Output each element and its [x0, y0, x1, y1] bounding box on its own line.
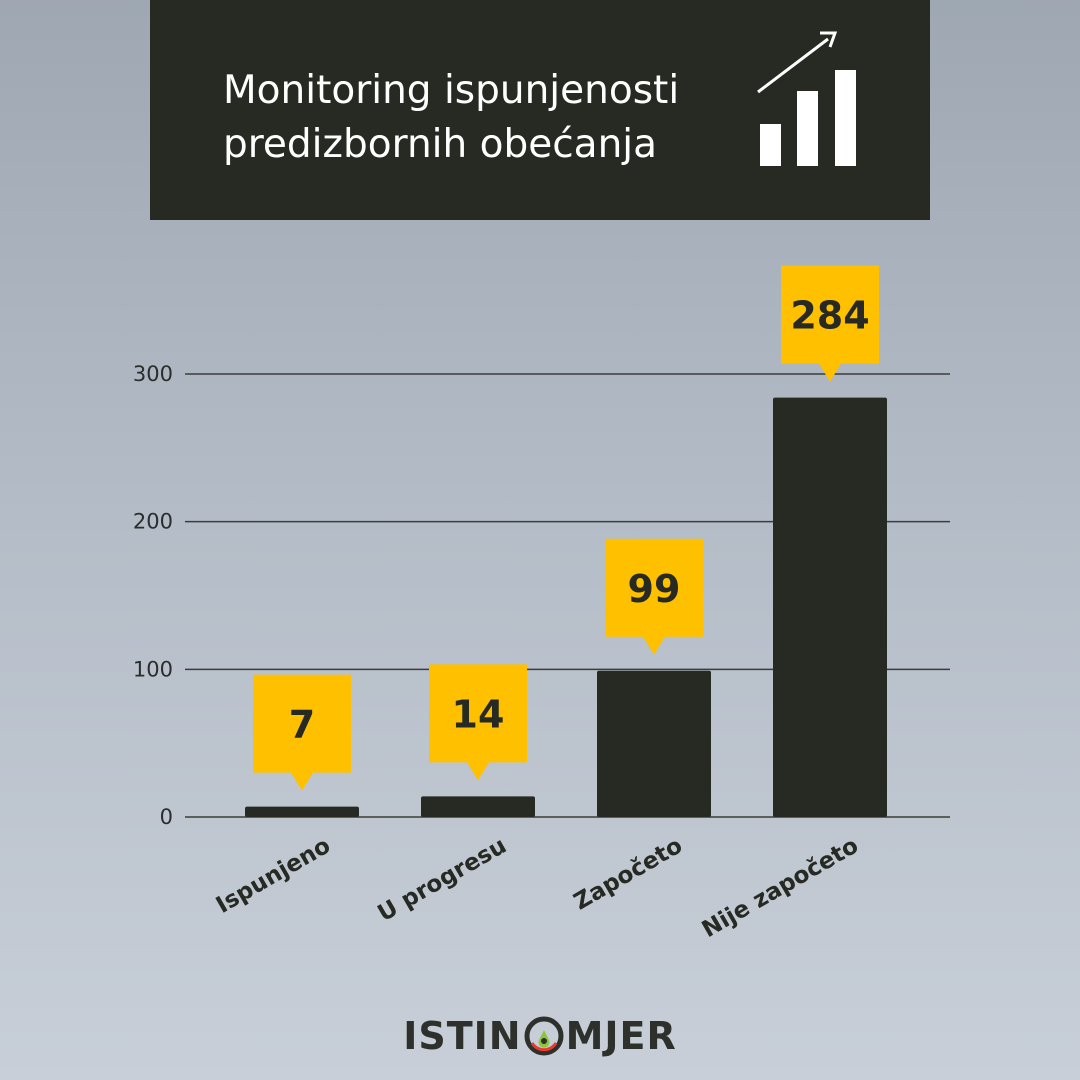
- logo-text-left: ISTIN: [403, 1014, 522, 1058]
- value-callout-4: 284: [781, 265, 879, 382]
- gauge-o-icon: [524, 1016, 564, 1056]
- callout-box-1: [253, 674, 351, 791]
- category-label-3: Započeto: [570, 833, 687, 916]
- value-label-2: 14: [452, 692, 505, 736]
- y-tick-label-100: 100: [133, 657, 173, 681]
- brand-logo: ISTIN MJER: [0, 1012, 1080, 1060]
- y-tick-label-0: 0: [160, 805, 173, 829]
- category-label-2: U progresu: [373, 833, 511, 927]
- category-label-4: Nije započeto: [698, 833, 863, 943]
- value-callout-3: 99: [605, 538, 703, 655]
- x-axis-categories: Ispunjeno U progresu Započeto Nije započeto: [212, 833, 863, 943]
- value-callout-2: 14: [429, 664, 527, 781]
- bar-chart: 0 100 200 300 7 14 99 284 Ispunjeno U progresu Z…: [133, 265, 950, 943]
- title-line-1: Monitoring ispunjenosti: [223, 68, 680, 113]
- value-callouts: 7 14 99 284: [253, 265, 879, 791]
- logo-text-right: MJER: [565, 1014, 677, 1058]
- value-label-4: 284: [790, 294, 869, 338]
- page-title: Monitoring ispunjenosti predizbornih obe…: [223, 64, 743, 172]
- value-callout-1: 7: [253, 674, 351, 791]
- callout-box-3: [605, 538, 703, 655]
- y-tick-label-200: 200: [133, 510, 173, 534]
- bar-1: [245, 806, 359, 817]
- bar-4: [773, 397, 887, 817]
- title-line-2: predizbornih obećanja: [223, 122, 658, 167]
- category-label-1: Ispunjeno: [212, 833, 335, 919]
- bar-2: [421, 796, 535, 817]
- y-axis-ticks: 0 100 200 300: [133, 362, 173, 829]
- y-tick-label-300: 300: [133, 362, 173, 386]
- value-label-1: 7: [289, 703, 315, 747]
- bars: [245, 397, 887, 817]
- header-banner: Monitoring ispunjenosti predizbornih obe…: [150, 0, 930, 220]
- bar-3: [597, 670, 711, 817]
- rising-bar-chart-icon: [757, 31, 856, 166]
- value-label-3: 99: [628, 567, 681, 611]
- callout-box-4: [781, 265, 879, 382]
- callout-box-2: [429, 664, 527, 781]
